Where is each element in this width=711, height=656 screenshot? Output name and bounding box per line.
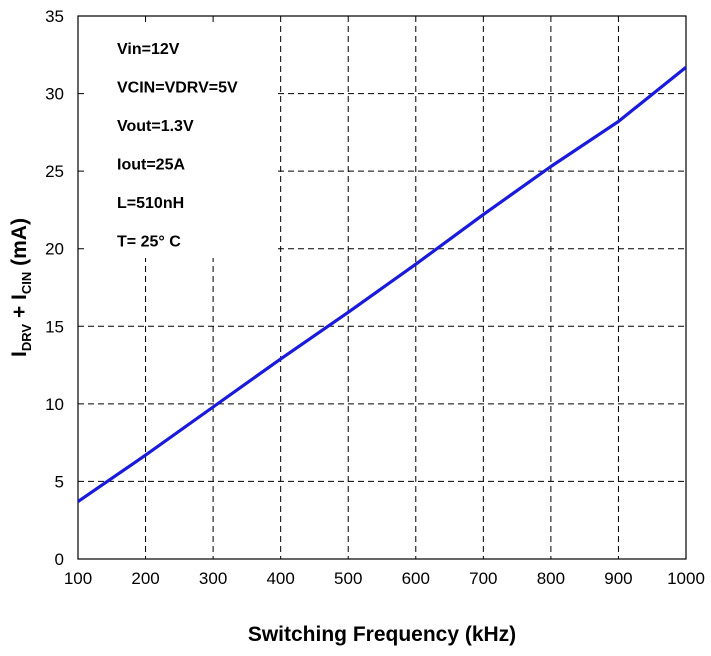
x-tick-label: 200 [131, 569, 159, 588]
y-tick-label: 30 [45, 85, 64, 104]
y-axis-title-part: (mA) [8, 218, 31, 272]
annotation-line: Vout=1.3V [117, 118, 194, 135]
y-axis-title-part: + I [8, 294, 31, 324]
x-tick-label: 500 [334, 569, 362, 588]
annotation-line: T= 25° C [117, 234, 181, 251]
x-tick-label: 400 [266, 569, 294, 588]
annotation-line: L=510nH [117, 195, 184, 212]
series-lines [77, 65, 688, 503]
x-tick-label: 800 [537, 569, 565, 588]
x-tick-label: 600 [402, 569, 430, 588]
y-axis-title-subscript: DRV [19, 324, 34, 352]
x-tick-label: 1000 [667, 569, 705, 588]
plot-frame [77, 15, 687, 560]
y-tick-label: 15 [45, 317, 64, 336]
y-tick-label: 5 [55, 472, 64, 491]
x-tick-label: 900 [604, 569, 632, 588]
annotation-background [88, 26, 278, 258]
x-tick-label: 700 [469, 569, 497, 588]
annotation-line: VCIN=VDRV=5V [117, 80, 238, 97]
y-tick-label: 35 [45, 7, 64, 26]
x-tick-label: 100 [64, 569, 92, 588]
x-axis-title: Switching Frequency (kHz) [248, 623, 516, 646]
x-tick-labels: 100 200 300 400 500 600 700 800 900 1000 [64, 569, 705, 588]
annotation-line: Iout=25A [117, 157, 185, 174]
y-tick-label: 20 [45, 240, 64, 259]
annotation-line: Vin=12V [117, 41, 180, 58]
y-tick-label: 0 [55, 550, 64, 569]
y-tick-label: 25 [45, 162, 64, 181]
y-axis-title-part: I [8, 351, 31, 357]
annotation-box [88, 26, 278, 258]
condition-annotations: Vin=12V VCIN=VDRV=5V Vout=1.3V Iout=25A L=51… [117, 41, 238, 251]
series-line [77, 65, 688, 503]
y-tick-label: 10 [45, 395, 64, 414]
y-tick-labels: 0 5 10 15 20 25 30 35 [45, 7, 64, 569]
y-axis-title-subscript: CIN [19, 272, 34, 294]
x-tick-label: 300 [199, 569, 227, 588]
y-axis-title: IDRV + ICIN (mA) [8, 218, 34, 357]
